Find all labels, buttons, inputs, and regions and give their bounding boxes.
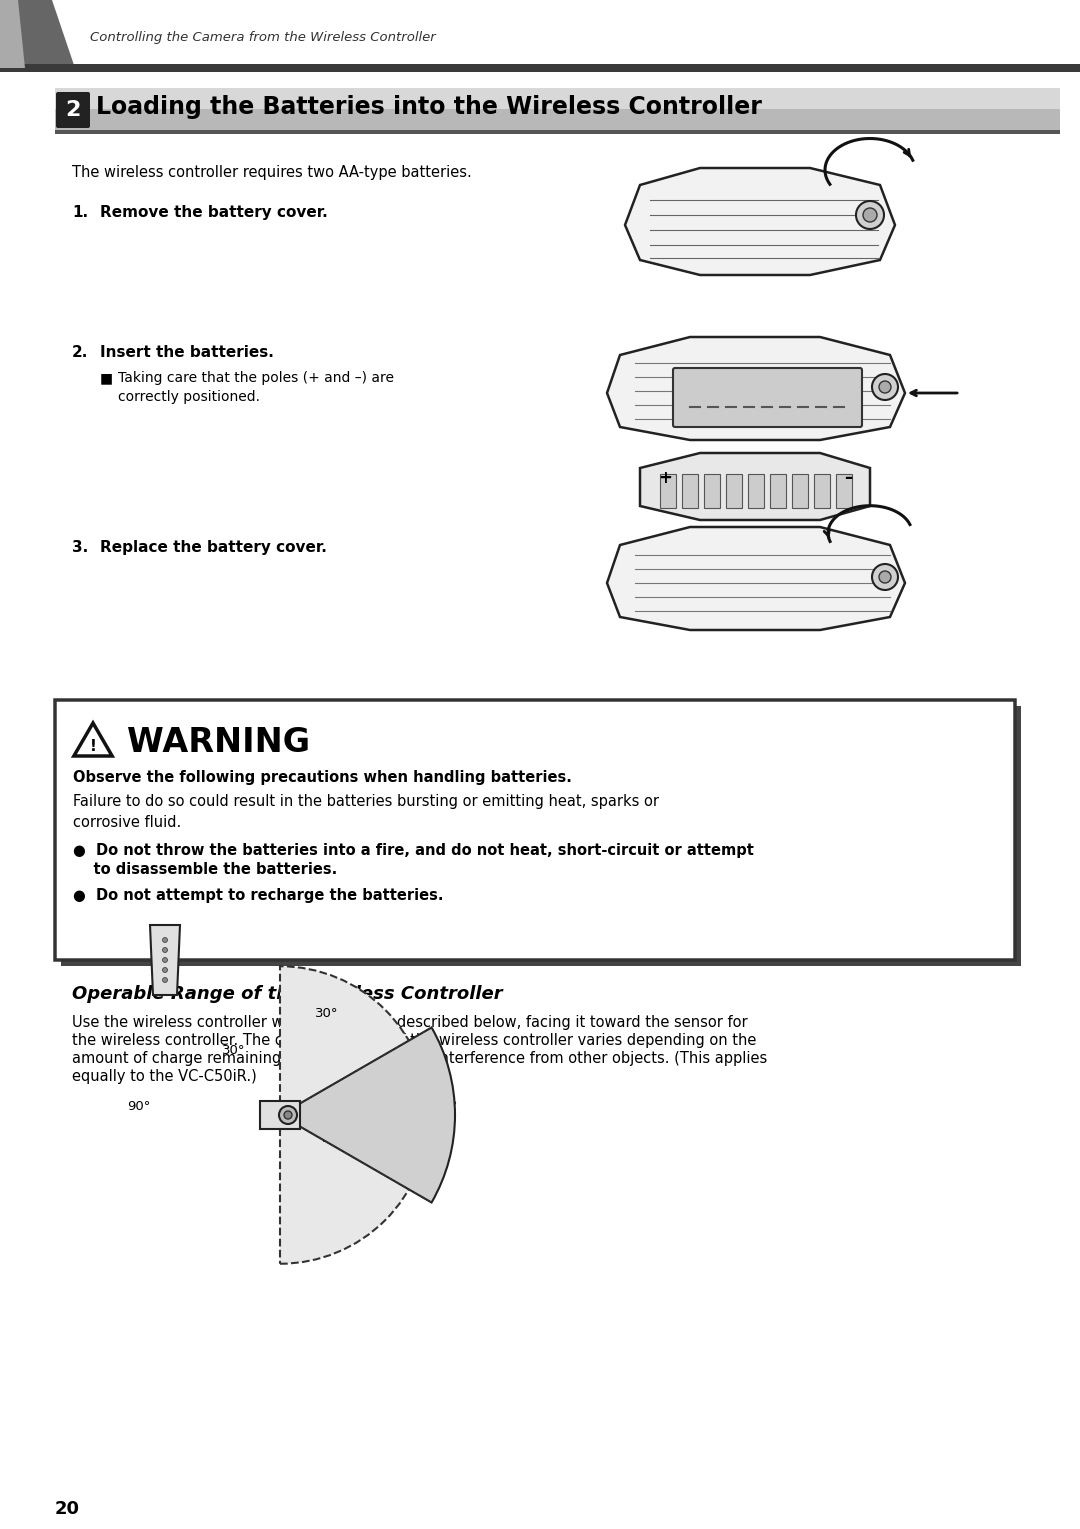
Bar [704, 474, 720, 508]
FancyBboxPatch shape [60, 706, 1021, 966]
Wedge shape [280, 966, 429, 1264]
Text: 20: 20 [55, 1500, 80, 1518]
Text: Operable Range of the Wireless Controller: Operable Range of the Wireless Controlle… [72, 985, 502, 1003]
Text: Controlling the Camera from the Wireless Controller: Controlling the Camera from the Wireless… [90, 32, 435, 44]
Text: (16.4 ft.): (16.4 ft.) [306, 1118, 364, 1130]
Text: 90°: 90° [434, 1101, 457, 1113]
Text: 1.: 1. [72, 205, 89, 220]
Circle shape [879, 570, 891, 583]
Bar [681, 474, 698, 508]
Bar [660, 474, 676, 508]
Bar [726, 474, 742, 508]
Bar [748, 474, 764, 508]
Circle shape [162, 968, 167, 972]
Circle shape [162, 937, 167, 942]
Text: 90°: 90° [126, 1101, 150, 1113]
Text: Insert the batteries.: Insert the batteries. [100, 346, 274, 359]
Text: The wireless controller requires two AA-type batteries.: The wireless controller requires two AA-… [72, 165, 472, 180]
Circle shape [856, 200, 885, 229]
Text: to disassemble the batteries.: to disassemble the batteries. [73, 862, 337, 878]
FancyBboxPatch shape [673, 368, 862, 427]
FancyBboxPatch shape [55, 700, 1015, 960]
Circle shape [162, 948, 167, 953]
Bar [770, 474, 786, 508]
Bar [260, 1101, 300, 1128]
Polygon shape [0, 0, 25, 67]
Text: 30°: 30° [315, 1008, 338, 1020]
Text: amount of charge remaining in the batteries and interference from other objects.: amount of charge remaining in the batter… [72, 1050, 767, 1066]
Circle shape [872, 375, 897, 401]
Circle shape [162, 977, 167, 983]
Text: !: ! [90, 739, 96, 754]
Bar [814, 474, 831, 508]
Text: ●  Do not throw the batteries into a fire, and do not heat, short-circuit or att: ● Do not throw the batteries into a fire… [73, 842, 754, 858]
Text: Replace the battery cover.: Replace the battery cover. [100, 540, 327, 555]
Bar [55, 89, 1059, 109]
Bar [55, 89, 1059, 130]
Polygon shape [640, 453, 870, 520]
Wedge shape [280, 1027, 455, 1202]
Text: Failure to do so could result in the batteries bursting or emitting heat, sparks: Failure to do so could result in the bat… [73, 794, 659, 830]
Text: Observe the following precautions when handling batteries.: Observe the following precautions when h… [73, 771, 572, 784]
Circle shape [162, 957, 167, 962]
Text: ■: ■ [100, 372, 113, 385]
Circle shape [279, 1105, 297, 1124]
Text: 5 m: 5 m [322, 1131, 348, 1145]
Text: the wireless controller. The operable range of the wireless controller varies de: the wireless controller. The operable ra… [72, 1034, 756, 1047]
Text: ●  Do not attempt to recharge the batteries.: ● Do not attempt to recharge the batteri… [73, 888, 444, 904]
Text: Loading the Batteries into the Wireless Controller: Loading the Batteries into the Wireless … [96, 95, 761, 119]
Circle shape [879, 381, 891, 393]
Bar [836, 474, 852, 508]
Bar [792, 474, 808, 508]
Text: Remove the battery cover.: Remove the battery cover. [100, 205, 327, 220]
Text: Taking care that the poles (+ and –) are
correctly positioned.: Taking care that the poles (+ and –) are… [118, 372, 394, 405]
Circle shape [872, 564, 897, 590]
Circle shape [284, 1112, 292, 1119]
Text: 3.: 3. [72, 540, 89, 555]
Bar [55, 130, 1059, 135]
Polygon shape [150, 925, 180, 995]
Polygon shape [607, 336, 905, 440]
Bar [0, 64, 1080, 72]
Text: Use the wireless controller within the range described below, facing it toward t: Use the wireless controller within the r… [72, 1015, 747, 1031]
Text: –: – [843, 469, 852, 488]
Text: 2: 2 [65, 99, 81, 119]
Text: +: + [658, 469, 672, 488]
Text: equally to the VC-C50iR.): equally to the VC-C50iR.) [72, 1069, 257, 1084]
Polygon shape [607, 528, 905, 630]
Polygon shape [625, 168, 895, 275]
FancyBboxPatch shape [56, 92, 90, 128]
Polygon shape [73, 723, 112, 755]
Text: 2.: 2. [72, 346, 89, 359]
Text: WARNING: WARNING [127, 725, 310, 758]
Circle shape [863, 208, 877, 222]
Text: 30°: 30° [221, 1043, 245, 1057]
Polygon shape [0, 0, 75, 67]
